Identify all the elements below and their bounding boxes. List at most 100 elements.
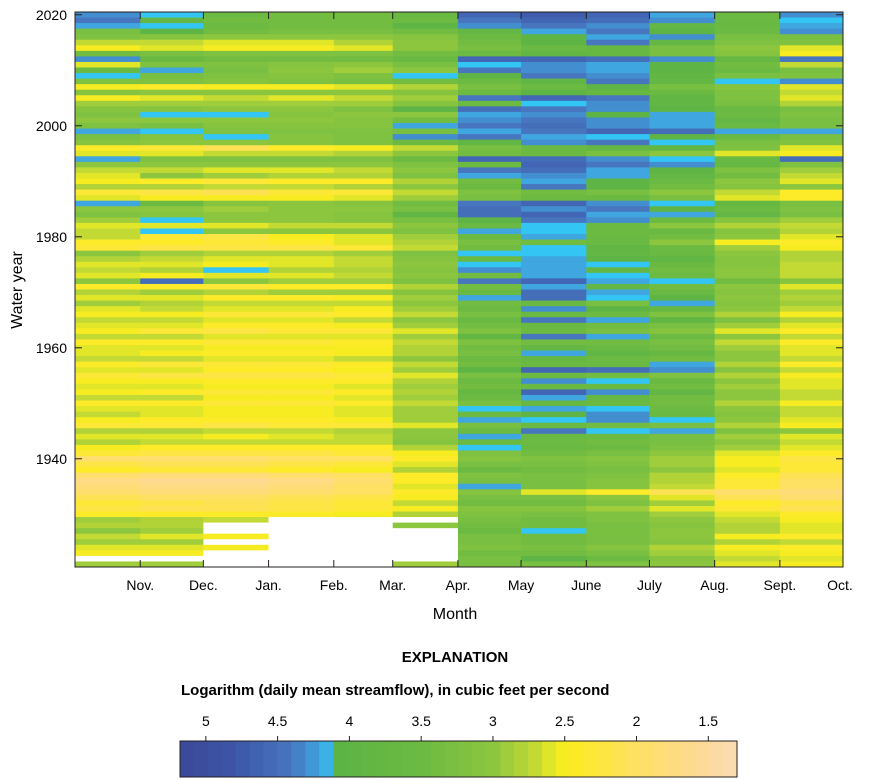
heatmap-cell (203, 406, 269, 412)
heatmap-cell (779, 150, 844, 157)
heatmap-cell (457, 350, 522, 357)
heatmap-cell (140, 400, 204, 407)
heatmap-cell (714, 161, 781, 168)
heatmap-cell (779, 456, 844, 462)
heatmap-cell (586, 500, 650, 507)
heatmap-cell (333, 106, 394, 113)
heatmap-cell (457, 123, 522, 129)
heatmap-cell (521, 50, 587, 57)
heatmap-cell (140, 456, 204, 462)
heatmap-cell (714, 561, 781, 568)
heatmap-cell (75, 467, 141, 474)
heatmap-cell (586, 89, 650, 96)
heatmap-cell (268, 172, 335, 179)
heatmap-cell (140, 23, 204, 30)
heatmap-cell (586, 123, 650, 129)
heatmap-cell (714, 350, 781, 357)
heatmap-cell (268, 289, 335, 296)
colorbar-tick-label: 2 (633, 713, 641, 729)
heatmap-cell (203, 84, 269, 91)
heatmap-cell (333, 345, 394, 351)
heatmap-cell (779, 228, 844, 235)
heatmap-cell (521, 261, 587, 268)
x-tick-label: Nov. (126, 577, 154, 593)
heatmap-cell (779, 245, 844, 252)
heatmap-cell (268, 206, 335, 213)
heatmap-cell (268, 356, 335, 363)
heatmap-cell (203, 561, 269, 568)
heatmap-cell (457, 417, 522, 424)
heatmap-cell (521, 245, 587, 252)
heatmap-cell (392, 234, 459, 240)
heatmap-cell (649, 250, 716, 257)
colorbar-segment (667, 741, 682, 777)
heatmap-cell (457, 406, 522, 412)
heatmap-cell (333, 95, 394, 102)
heatmap-cell (392, 56, 459, 63)
heatmap-cell (392, 372, 459, 379)
heatmap-cell (75, 406, 141, 412)
heatmap-cell (268, 234, 335, 240)
heatmap-cell (649, 555, 716, 562)
heatmap-cell (714, 356, 781, 363)
heatmap-cell (203, 528, 269, 535)
heatmap-cell (779, 406, 844, 412)
heatmap-cell (457, 17, 522, 24)
heatmap-cell (586, 411, 650, 418)
heatmap-cell (75, 206, 141, 213)
heatmap-cell (140, 45, 204, 52)
heatmap-cell (521, 417, 587, 424)
heatmap-cell (649, 222, 716, 229)
heatmap-cell (392, 178, 459, 185)
heatmap-cell (714, 156, 781, 163)
heatmap-cell (333, 283, 394, 290)
heatmap-cell (457, 422, 522, 429)
heatmap-cell (75, 356, 141, 363)
heatmap-cell (779, 84, 844, 91)
heatmap-cell (586, 23, 650, 30)
colorbar-segment (514, 741, 529, 777)
heatmap-cell (586, 256, 650, 263)
heatmap-cell (457, 12, 522, 18)
heatmap-cell (779, 217, 844, 224)
heatmap-cell (521, 383, 587, 390)
heatmap-cell (268, 478, 335, 485)
heatmap-cell (649, 161, 716, 168)
heatmap-cell (268, 472, 335, 479)
heatmap-cell (714, 67, 781, 74)
heatmap-cell (521, 439, 587, 446)
heatmap-cell (779, 417, 844, 424)
heatmap-cell (268, 145, 335, 152)
heatmap-cell (203, 167, 269, 174)
heatmap-cell (203, 50, 269, 57)
heatmap-cell (714, 345, 781, 351)
heatmap-cell (714, 339, 781, 346)
heatmap-cell (586, 267, 650, 274)
heatmap-cell (649, 300, 716, 307)
heatmap-cell (268, 300, 335, 307)
heatmap-cell (140, 250, 204, 257)
heatmap-cell (268, 23, 335, 30)
heatmap-cell (649, 439, 716, 446)
heatmap-cell (140, 289, 204, 296)
heatmap-cell (586, 78, 650, 85)
heatmap-cell (779, 444, 844, 451)
heatmap-cell (333, 444, 394, 451)
heatmap-cell (203, 95, 269, 102)
heatmap-cell (714, 311, 781, 318)
colorbar-segment (374, 741, 390, 777)
heatmap-cell (457, 167, 522, 174)
colorbar-segment (291, 741, 306, 777)
heatmap-cell (268, 156, 335, 163)
heatmap-cell (75, 561, 141, 568)
heatmap-cell (333, 350, 394, 357)
colorbar-segment (681, 741, 696, 777)
heatmap-cell (333, 228, 394, 235)
heatmap-cell (203, 378, 269, 385)
colorbar-segment (472, 741, 487, 777)
heatmap-cell (268, 467, 335, 474)
heatmap-cell (140, 489, 204, 496)
heatmap-cell (75, 367, 141, 374)
heatmap-cell (140, 200, 204, 207)
heatmap-cell (392, 250, 459, 257)
